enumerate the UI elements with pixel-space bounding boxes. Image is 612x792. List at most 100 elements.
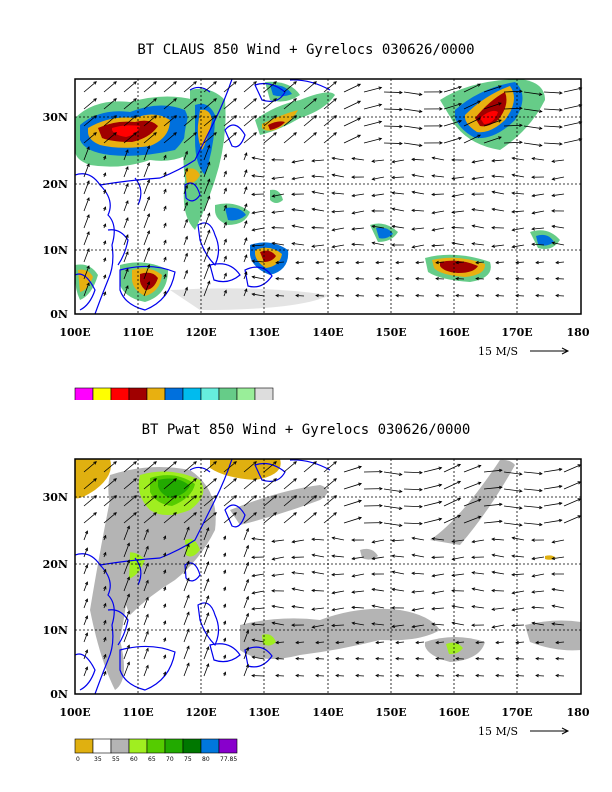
wind-arrow-head xyxy=(391,224,396,229)
wind-arrow-head xyxy=(457,480,462,484)
wind-arrow-head xyxy=(538,522,543,527)
wind-arrow-head xyxy=(275,293,279,298)
wind-arrow xyxy=(123,234,129,246)
wind-arrow-head xyxy=(253,495,257,499)
wind-arrow-head xyxy=(531,193,536,198)
wind-arrow xyxy=(223,512,237,524)
wind-arrow xyxy=(143,213,150,229)
wind-arrow-head xyxy=(395,673,399,678)
wind-arrow-head xyxy=(355,260,359,265)
wind-arrow-head xyxy=(293,98,297,102)
wind-arrow-head xyxy=(357,100,362,104)
wind-arrow xyxy=(332,157,345,161)
wind-arrow-head xyxy=(355,293,359,298)
wind-arrow xyxy=(315,261,325,264)
wind-arrow xyxy=(515,261,525,264)
wind-arrow-head xyxy=(333,478,337,482)
wind-arrow xyxy=(555,675,565,677)
wind-arrow xyxy=(83,547,88,558)
wind-arrow xyxy=(523,142,542,146)
wind-arrow-head xyxy=(358,499,363,503)
wind-arrow-head xyxy=(558,484,563,489)
wind-arrow-head xyxy=(511,173,516,177)
wind-arrow-head xyxy=(223,221,227,226)
wind-arrow-head xyxy=(498,485,503,490)
wind-arrow-head xyxy=(391,207,396,211)
wind-arrow xyxy=(392,159,405,163)
wind-arrow-head xyxy=(495,656,499,661)
wind-arrow-head xyxy=(275,260,279,265)
wind-arrow xyxy=(243,528,249,541)
wind-arrow-head xyxy=(511,210,515,214)
wind-arrow xyxy=(123,115,137,127)
wind-arrow-head xyxy=(86,197,90,201)
wind-arrow xyxy=(183,578,190,592)
wind-arrow xyxy=(392,225,405,229)
wind-arrow xyxy=(103,81,117,93)
wind-arrow-head xyxy=(313,98,317,102)
wind-arrow-head xyxy=(535,640,539,645)
wind-arrow xyxy=(203,213,210,229)
wind-arrow-head xyxy=(498,519,503,524)
wind-arrow xyxy=(375,641,385,644)
wind-arrow-head xyxy=(531,574,536,578)
wind-arrow-head xyxy=(206,595,210,600)
wind-arrow-head xyxy=(184,286,188,291)
wind-arrow-head xyxy=(245,561,250,566)
wind-arrow-head xyxy=(411,571,415,576)
wind-arrow xyxy=(432,210,445,214)
wind-arrow-head xyxy=(173,81,177,85)
wind-arrow xyxy=(243,81,257,93)
wind-arrow xyxy=(392,571,405,575)
wind-arrow xyxy=(203,612,209,626)
wind-arrow-head xyxy=(415,673,419,678)
wind-arrow xyxy=(355,295,365,297)
wind-arrow xyxy=(123,251,129,263)
wind-arrow-head xyxy=(371,193,376,198)
cloud-top-shading xyxy=(75,79,560,310)
wind-arrow xyxy=(332,537,345,541)
wind-arrow-head xyxy=(535,293,539,298)
wind-arrow-head xyxy=(126,525,130,530)
wind-arrow xyxy=(492,208,505,212)
wind-arrow-head xyxy=(126,593,130,598)
wind-arrow-head xyxy=(555,293,559,298)
wind-arrow-head xyxy=(331,173,336,177)
wind-arrow-head xyxy=(451,241,456,246)
wind-arrow xyxy=(552,193,565,197)
wind-arrow-head xyxy=(126,644,130,649)
wind-arrow-head xyxy=(84,547,89,552)
x-tick-label: 130E xyxy=(248,326,279,339)
y-tick-label: 30N xyxy=(43,111,68,124)
wind-arrow xyxy=(512,537,525,541)
wind-arrow xyxy=(543,91,562,94)
wind-arrow-head xyxy=(399,90,403,95)
wind-arrow-head xyxy=(153,512,157,516)
wind-arrow xyxy=(203,561,209,575)
wind-arrow-head xyxy=(291,555,295,560)
wind-arrow-head xyxy=(84,649,89,654)
wind-arrow xyxy=(412,624,425,628)
wind-arrow xyxy=(83,478,97,490)
wind-arrow xyxy=(372,588,385,592)
wind-arrow xyxy=(443,497,461,507)
wind-arrow-head xyxy=(431,537,436,541)
wind-arrow-head xyxy=(162,552,167,557)
wind-arrow xyxy=(323,461,337,473)
wind-arrow-head xyxy=(222,552,227,557)
wind-arrow xyxy=(123,166,129,178)
wind-arrow xyxy=(503,471,522,475)
wind-arrow-head xyxy=(291,539,296,544)
wind-arrow xyxy=(143,648,149,660)
wind-arrow-head xyxy=(113,132,117,136)
wind-arrow-head xyxy=(378,86,383,90)
colorbar-label: 75 xyxy=(184,756,192,763)
wind-arrow xyxy=(383,471,402,476)
wind-arrow xyxy=(503,107,523,110)
wind-arrow xyxy=(543,468,562,473)
wind-arrow xyxy=(332,210,345,213)
wind-arrow-head xyxy=(293,461,297,465)
wind-arrow-head xyxy=(311,244,316,248)
wind-arrow xyxy=(83,132,97,144)
wind-arrow-head xyxy=(206,646,210,651)
